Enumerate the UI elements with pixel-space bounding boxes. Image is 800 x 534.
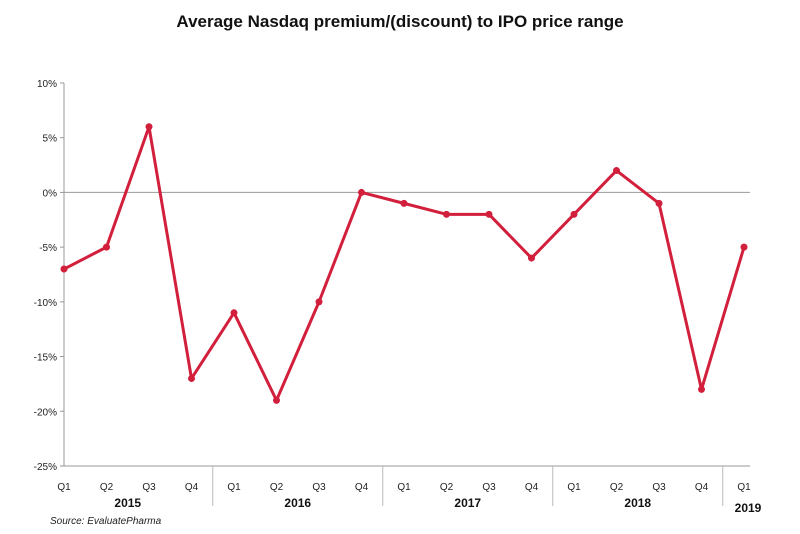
y-tick-label: 0% bbox=[43, 188, 58, 199]
y-tick-label: -25% bbox=[34, 462, 57, 473]
source-note: Source: EvaluatePharma bbox=[50, 516, 162, 527]
data-point bbox=[103, 243, 110, 251]
x-tick-label: Q1 bbox=[737, 482, 751, 493]
y-tick-label: 5% bbox=[43, 134, 58, 145]
data-point bbox=[273, 396, 280, 404]
year-label: 2019 bbox=[735, 501, 762, 515]
x-tick-label: Q1 bbox=[567, 482, 581, 493]
data-point bbox=[315, 298, 323, 306]
year-label: 2015 bbox=[114, 496, 141, 510]
x-tick-label: Q2 bbox=[270, 482, 284, 493]
x-tick-label: Q2 bbox=[440, 482, 454, 493]
x-tick-label: Q4 bbox=[525, 482, 539, 493]
y-tick-label: 10% bbox=[37, 79, 57, 90]
data-point bbox=[145, 123, 153, 131]
data-point bbox=[443, 210, 450, 218]
data-point bbox=[188, 374, 195, 382]
y-tick-label: -20% bbox=[34, 407, 57, 418]
data-point bbox=[485, 210, 493, 218]
data-point bbox=[400, 199, 408, 207]
data-point bbox=[358, 188, 365, 196]
year-label: 2017 bbox=[454, 496, 481, 510]
x-tick-label: Q2 bbox=[100, 482, 114, 493]
chart-title: Average Nasdaq premium/(discount) to IPO… bbox=[176, 12, 624, 31]
x-tick-label: Q3 bbox=[652, 482, 666, 493]
x-tick-label: Q1 bbox=[397, 482, 411, 493]
data-point bbox=[698, 385, 705, 393]
year-label: 2016 bbox=[284, 496, 311, 510]
x-tick-label: Q2 bbox=[610, 482, 624, 493]
x-tick-label: Q1 bbox=[227, 482, 241, 493]
x-tick-label: Q4 bbox=[185, 482, 199, 493]
y-tick-label: -15% bbox=[34, 353, 57, 364]
data-point bbox=[655, 199, 663, 207]
x-tick-label: Q4 bbox=[355, 482, 369, 493]
year-label: 2018 bbox=[624, 496, 651, 510]
data-point bbox=[740, 243, 748, 251]
x-tick-label: Q3 bbox=[142, 482, 156, 493]
data-point bbox=[60, 265, 68, 273]
data-point bbox=[613, 167, 620, 175]
x-tick-label: Q3 bbox=[482, 482, 496, 493]
x-tick-label: Q4 bbox=[695, 482, 709, 493]
y-tick-label: -10% bbox=[34, 298, 57, 309]
y-tick-label: -5% bbox=[39, 243, 57, 254]
x-tick-label: Q3 bbox=[312, 482, 326, 493]
data-point bbox=[570, 210, 578, 218]
series-line bbox=[63, 125, 746, 402]
data-point bbox=[230, 309, 238, 317]
data-point bbox=[528, 254, 535, 262]
x-tick-label: Q1 bbox=[57, 482, 71, 493]
